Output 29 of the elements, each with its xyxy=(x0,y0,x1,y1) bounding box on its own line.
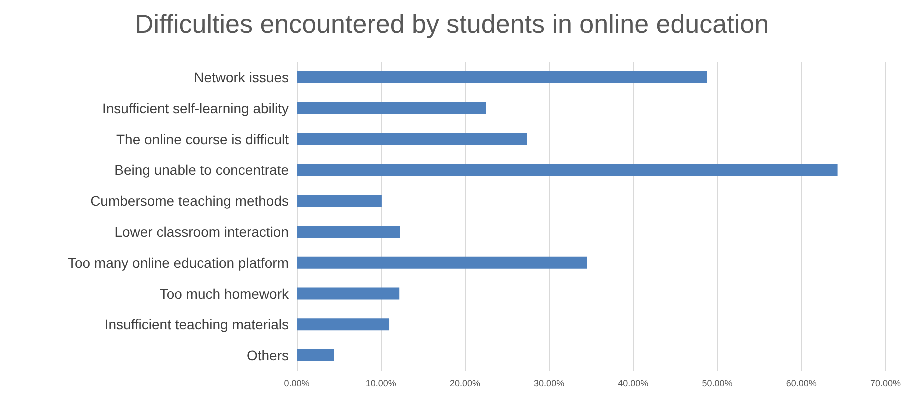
y-tick-label: Being unable to concentrate xyxy=(114,162,290,178)
x-tick-label: 30.00% xyxy=(534,378,565,388)
bar xyxy=(297,288,400,300)
y-tick-label: Network issues xyxy=(194,69,289,86)
bar xyxy=(297,71,708,84)
bar xyxy=(297,256,588,269)
y-tick-label: Lower classroom interaction xyxy=(114,224,289,240)
x-tick-label: 0.00% xyxy=(284,378,310,388)
x-tick-label: 70.00% xyxy=(870,378,902,388)
bar xyxy=(297,226,400,238)
x-tick-label: 20.00% xyxy=(450,378,480,388)
x-tick-label: 40.00% xyxy=(618,378,649,388)
x-tick-label: 10.00% xyxy=(366,378,396,388)
bar xyxy=(297,133,528,146)
bar xyxy=(297,195,382,208)
x-tick-label: 60.00% xyxy=(786,378,817,388)
y-tick-label: Too many online education platform xyxy=(68,254,289,271)
y-tick-label: The online course is difficult xyxy=(116,131,290,148)
bar xyxy=(297,164,838,176)
x-tick-label: 50.00% xyxy=(702,378,733,388)
bar xyxy=(297,318,390,331)
y-tick-label: Cumbersome teaching methods xyxy=(90,193,289,210)
bar xyxy=(297,350,334,362)
y-tick-label: Too much homework xyxy=(160,286,290,302)
y-tick-label: Others xyxy=(246,348,289,364)
y-tick-label: Insufficient self-learning ability xyxy=(102,100,289,116)
y-tick-label: Insufficient teaching materials xyxy=(104,316,289,333)
chart-title: Difficulties encountered by students in online education xyxy=(134,9,770,39)
bar xyxy=(297,102,486,114)
